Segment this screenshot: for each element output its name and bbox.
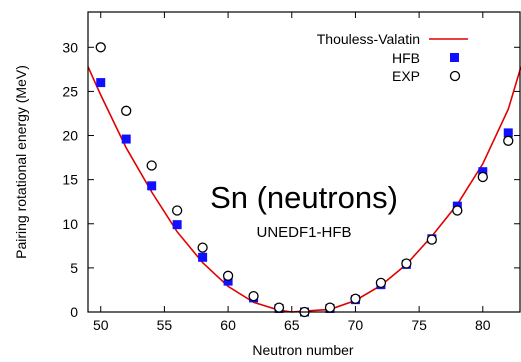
- data-point-exp: [121, 105, 132, 116]
- x-tick-label: 70: [348, 317, 364, 333]
- y-tick-label: 15: [62, 172, 78, 188]
- data-point-exp: [273, 302, 285, 313]
- data-point-hfb: [147, 181, 157, 191]
- y-tick-label: 0: [70, 304, 78, 320]
- x-tick-label: 50: [93, 317, 109, 333]
- y-tick-label: 30: [62, 39, 78, 55]
- x-axis-title: Neutron number: [252, 342, 354, 358]
- data-point-exp: [452, 205, 463, 216]
- chart-title: Sn (neutrons): [210, 180, 398, 215]
- tick-marks: [88, 12, 520, 313]
- x-tick-label: 65: [284, 317, 300, 333]
- y-tick-label: 10: [62, 216, 78, 232]
- y-axis-title: Pairing rotational energy (MeV): [13, 65, 29, 259]
- data-point-exp: [171, 205, 183, 216]
- data-point-exp: [324, 302, 336, 313]
- y-tick-label: 25: [62, 83, 78, 99]
- data-point-exp: [197, 242, 208, 253]
- data-point-hfb: [121, 134, 131, 144]
- data-point-exp: [350, 293, 361, 304]
- data-point-exp: [375, 277, 387, 289]
- legend: Thouless-Valatin HFB EXP: [317, 31, 468, 84]
- data-point-exp: [401, 258, 412, 269]
- data-point-exp: [503, 135, 514, 146]
- x-tick-label: 60: [220, 317, 236, 333]
- data-point-exp: [477, 171, 488, 183]
- series-markers: [95, 42, 514, 318]
- data-point-hfb: [96, 78, 106, 88]
- data-point-exp: [248, 290, 259, 302]
- data-point-exp: [426, 234, 438, 245]
- data-point-hfb: [223, 276, 233, 286]
- data-point-hfb: [478, 167, 488, 177]
- data-point-exp: [146, 160, 157, 171]
- y-tick-label: 5: [70, 260, 78, 276]
- legend-label-exp: EXP: [392, 68, 420, 84]
- data-point-hfb: [503, 128, 513, 138]
- tick-labels: 50 55 60 65 70 75 80 0 5 10 15 20 25 30: [62, 39, 490, 333]
- chart-subtitle: UNEDF1-HFB: [256, 224, 351, 241]
- legend-label-hfb: HFB: [392, 50, 420, 66]
- x-tick-label: 55: [157, 317, 173, 333]
- data-point-exp: [95, 42, 106, 53]
- data-point-hfb: [172, 220, 182, 230]
- data-point-hfb: [198, 252, 208, 262]
- legend-marker-exp: [449, 70, 461, 82]
- plot-frame: [87, 11, 521, 313]
- legend-marker-hfb: [450, 53, 459, 62]
- data-point-exp: [222, 270, 234, 281]
- legend-label-thouless-valatin: Thouless-Valatin: [317, 31, 420, 47]
- x-tick-label: 80: [475, 317, 491, 333]
- x-tick-label: 75: [411, 317, 427, 333]
- y-tick-label: 20: [62, 128, 78, 144]
